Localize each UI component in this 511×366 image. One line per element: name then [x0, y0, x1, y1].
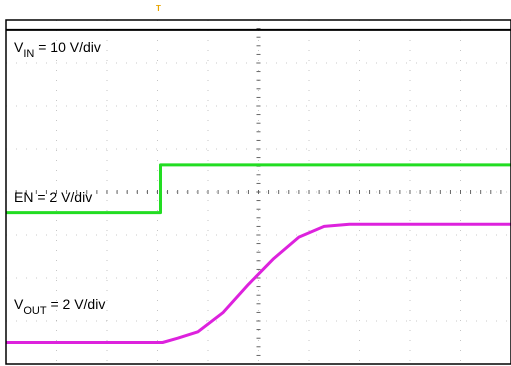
traces: [6, 28, 511, 344]
vout-trace: [6, 222, 511, 344]
plot-frame: [5, 19, 511, 365]
grid: [6, 20, 511, 364]
vin-label-suffix: = 10 V/div: [34, 39, 101, 55]
en-label-main: EN = 2 V/div: [14, 189, 92, 205]
trace-labels: VIN = 10 V/div EN = 2 V/div VOUT = 2 V/d…: [14, 39, 105, 317]
vin-label: VIN = 10 V/div: [14, 39, 101, 60]
en-label: EN = 2 V/div: [14, 189, 92, 205]
vin-label-main: V: [14, 39, 24, 55]
en-trace: [6, 163, 511, 215]
vout-label-main: V: [14, 296, 24, 312]
vout-label-suffix: = 2 V/div: [47, 296, 106, 312]
vin-label-sub: IN: [23, 48, 34, 60]
vout-label: VOUT = 2 V/div: [14, 296, 105, 317]
vout-label-sub: OUT: [23, 305, 47, 317]
trigger-marker: T: [156, 4, 161, 13]
